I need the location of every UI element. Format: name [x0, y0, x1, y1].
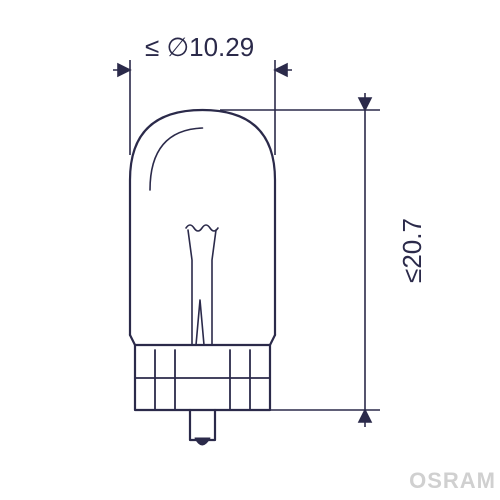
filament	[186, 225, 218, 231]
arrowhead	[275, 64, 287, 76]
bulb-outline	[130, 110, 275, 335]
height-label: ≤20.7	[397, 218, 428, 283]
base-pin	[190, 410, 215, 440]
diameter-label: ≤ ∅10.29	[145, 32, 254, 63]
glass-stem	[196, 300, 204, 345]
base-pin-tip	[195, 438, 210, 445]
arrowhead	[118, 64, 130, 76]
arrowhead	[359, 410, 371, 422]
filament-support-left	[188, 230, 192, 345]
bulb-technical-drawing: ≤ ∅10.29 ≤20.7 OSRAM	[0, 0, 500, 500]
arrowhead	[359, 98, 371, 110]
bulb-inner-reflection	[150, 128, 203, 190]
filament-support-right	[212, 230, 216, 345]
brand-watermark: OSRAM	[409, 468, 496, 494]
